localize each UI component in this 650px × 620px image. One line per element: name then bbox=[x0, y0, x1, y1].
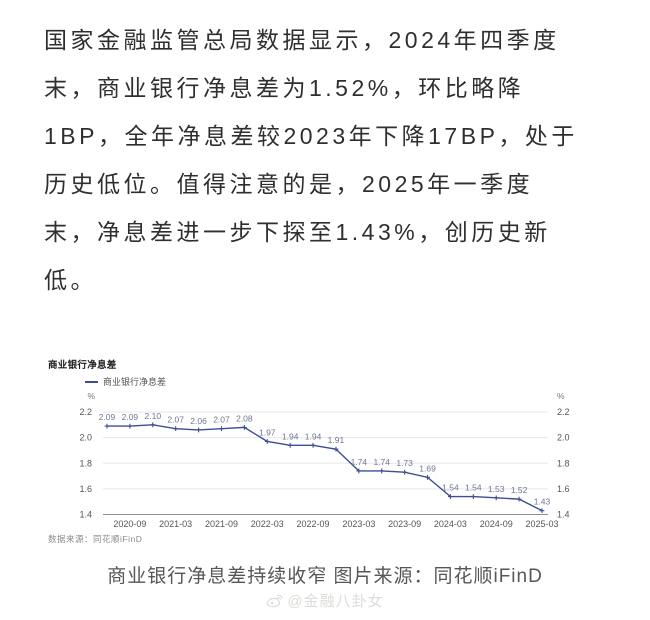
point-label: 1.73 bbox=[396, 458, 413, 468]
watermark: @金融八卦女 bbox=[0, 590, 650, 611]
point-label: 1.74 bbox=[373, 457, 390, 467]
y-tick-left: 2.0 bbox=[79, 433, 92, 443]
y-unit-left: % bbox=[87, 391, 95, 401]
point-label: 1.91 bbox=[328, 435, 345, 445]
point-marker bbox=[470, 494, 476, 499]
article-line: 1BP，全年净息差较2023年下降17BP，处于 bbox=[44, 123, 578, 149]
chart-source-note: 数据来源：同花顺iFinD bbox=[48, 534, 143, 544]
y-tick-right: 1.8 bbox=[557, 458, 570, 468]
point-marker bbox=[448, 494, 453, 499]
y-tick-right: 2.2 bbox=[557, 407, 570, 417]
y-tick-left: 1.6 bbox=[79, 484, 92, 494]
x-tick: 2024-03 bbox=[434, 519, 467, 529]
article-line: 低。 bbox=[44, 267, 97, 293]
x-tick: 2020-09 bbox=[113, 519, 146, 529]
point-label: 1.52 bbox=[511, 485, 528, 495]
point-marker bbox=[287, 442, 293, 448]
point-marker bbox=[379, 468, 385, 474]
point-label: 1.53 bbox=[488, 484, 505, 494]
chart-legend: 商业银行净息差 bbox=[85, 375, 166, 388]
point-marker bbox=[333, 446, 339, 452]
point-marker bbox=[264, 439, 270, 444]
point-label: 2.07 bbox=[167, 415, 184, 425]
point-marker bbox=[196, 427, 201, 433]
point-marker bbox=[516, 496, 522, 502]
point-label: 1.54 bbox=[465, 483, 482, 493]
y-tick-right: 1.6 bbox=[557, 484, 570, 494]
article-line: 国家金融监管总局数据显示，2024年四季度 bbox=[44, 27, 560, 53]
watermark-text: @金融八卦女 bbox=[287, 593, 384, 610]
point-label: 1.94 bbox=[305, 431, 322, 441]
x-tick: 2021-09 bbox=[205, 519, 238, 529]
point-marker bbox=[425, 474, 430, 480]
y-unit-right: % bbox=[557, 391, 565, 401]
point-marker bbox=[310, 442, 316, 448]
nim-chart: 商业银行净息差 商业银行净息差 2.2 2.2 2.0 2.0 1.8 1.8 1.6 1.6… bbox=[0, 352, 650, 557]
y-tick-left: 1.8 bbox=[79, 458, 92, 468]
point-marker bbox=[150, 422, 156, 428]
point-label: 1.43 bbox=[534, 497, 551, 507]
chart-title: 商业银行净息差 bbox=[48, 360, 117, 371]
x-tick: 2023-09 bbox=[388, 519, 421, 529]
x-tick: 2024-09 bbox=[480, 519, 513, 529]
point-label: 1.94 bbox=[282, 431, 299, 441]
point-label: 2.08 bbox=[236, 413, 253, 423]
legend-line-swatch bbox=[85, 380, 98, 383]
image-caption: 商业银行净息差持续收窄 图片来源：同花顺iFinD bbox=[107, 566, 543, 587]
x-tick: 2023-03 bbox=[342, 519, 375, 529]
point-label: 2.09 bbox=[99, 412, 116, 422]
point-marker bbox=[493, 495, 499, 501]
point-marker bbox=[127, 423, 133, 429]
x-tick: 2025-03 bbox=[525, 519, 558, 529]
point-label: 1.69 bbox=[419, 463, 436, 473]
weibo-icon bbox=[267, 594, 284, 608]
y-tick-left: 2.2 bbox=[79, 407, 92, 417]
point-label: 2.10 bbox=[145, 411, 162, 421]
point-label: 2.09 bbox=[122, 412, 139, 422]
point-marker bbox=[219, 426, 224, 432]
point-marker bbox=[241, 424, 247, 430]
point-label: 1.74 bbox=[351, 457, 368, 467]
y-tick-left: 1.4 bbox=[79, 510, 92, 520]
article-line: 历史低位。值得注意的是，2025年一季度 bbox=[44, 171, 534, 197]
article-line: 末，净息差进一步下探至1.43%，创历史新 bbox=[44, 219, 551, 245]
x-tick: 2022-09 bbox=[297, 519, 330, 529]
point-marker bbox=[539, 508, 545, 514]
article-line: 末，商业银行净息差为1.52%，环比略降 bbox=[44, 75, 525, 101]
point-label: 1.54 bbox=[442, 483, 459, 493]
series-line bbox=[107, 424, 543, 512]
article-paragraph: 国家金融监管总局数据显示，2024年四季度 末，商业银行净息差为1.52%，环比… bbox=[44, 16, 614, 304]
point-marker bbox=[356, 468, 362, 474]
point-marker bbox=[402, 469, 408, 475]
x-tick: 2022-03 bbox=[251, 519, 284, 529]
point-label: 2.06 bbox=[190, 416, 207, 426]
point-label: 2.07 bbox=[213, 415, 230, 425]
point-label: 1.97 bbox=[259, 427, 276, 437]
y-tick-right: 2.0 bbox=[557, 433, 570, 443]
legend-label: 商业银行净息差 bbox=[103, 377, 167, 387]
nim-chart-svg: 2.2 2.2 2.0 2.0 1.8 1.8 1.6 1.6 1.4 1.4% % 2020-09 2… bbox=[79, 391, 570, 529]
x-tick: 2021-03 bbox=[159, 519, 192, 529]
point-marker bbox=[173, 426, 179, 432]
y-tick-right: 1.4 bbox=[557, 510, 570, 520]
point-marker bbox=[104, 423, 110, 429]
